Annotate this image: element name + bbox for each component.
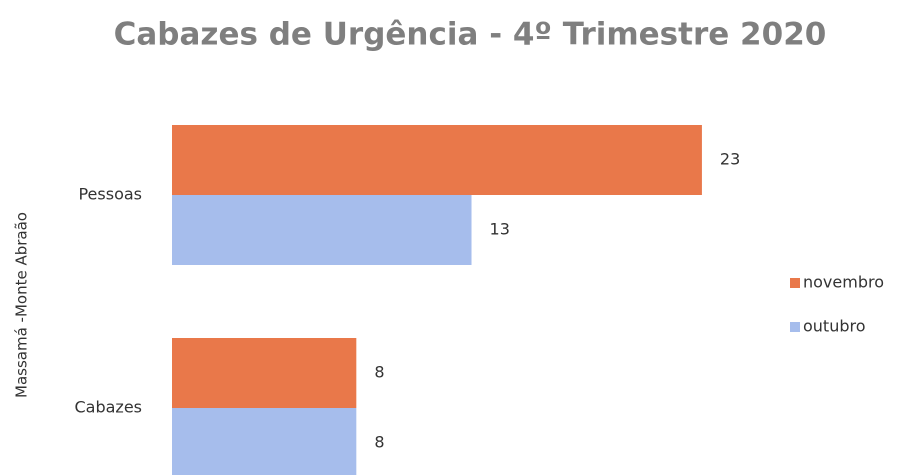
data-label: 8 [374, 433, 384, 452]
legend-swatch [790, 278, 800, 288]
data-label: 13 [490, 220, 510, 239]
bar [172, 338, 357, 408]
chart-title: Cabazes de Urgência - 4º Trimestre 2020 [114, 17, 827, 53]
legend-label: outubro [803, 317, 866, 336]
bar [172, 408, 357, 475]
data-label: 23 [720, 150, 740, 169]
bar [172, 195, 472, 265]
y-tick-label: Cabazes [74, 398, 142, 417]
bar [172, 125, 702, 195]
legend-swatch [790, 322, 800, 332]
y-tick-label: Pessoas [78, 185, 142, 204]
y-axis-title: Massamá -Monte Abraão [13, 212, 31, 398]
legend-label: novembro [803, 273, 884, 292]
data-label: 8 [374, 363, 384, 382]
